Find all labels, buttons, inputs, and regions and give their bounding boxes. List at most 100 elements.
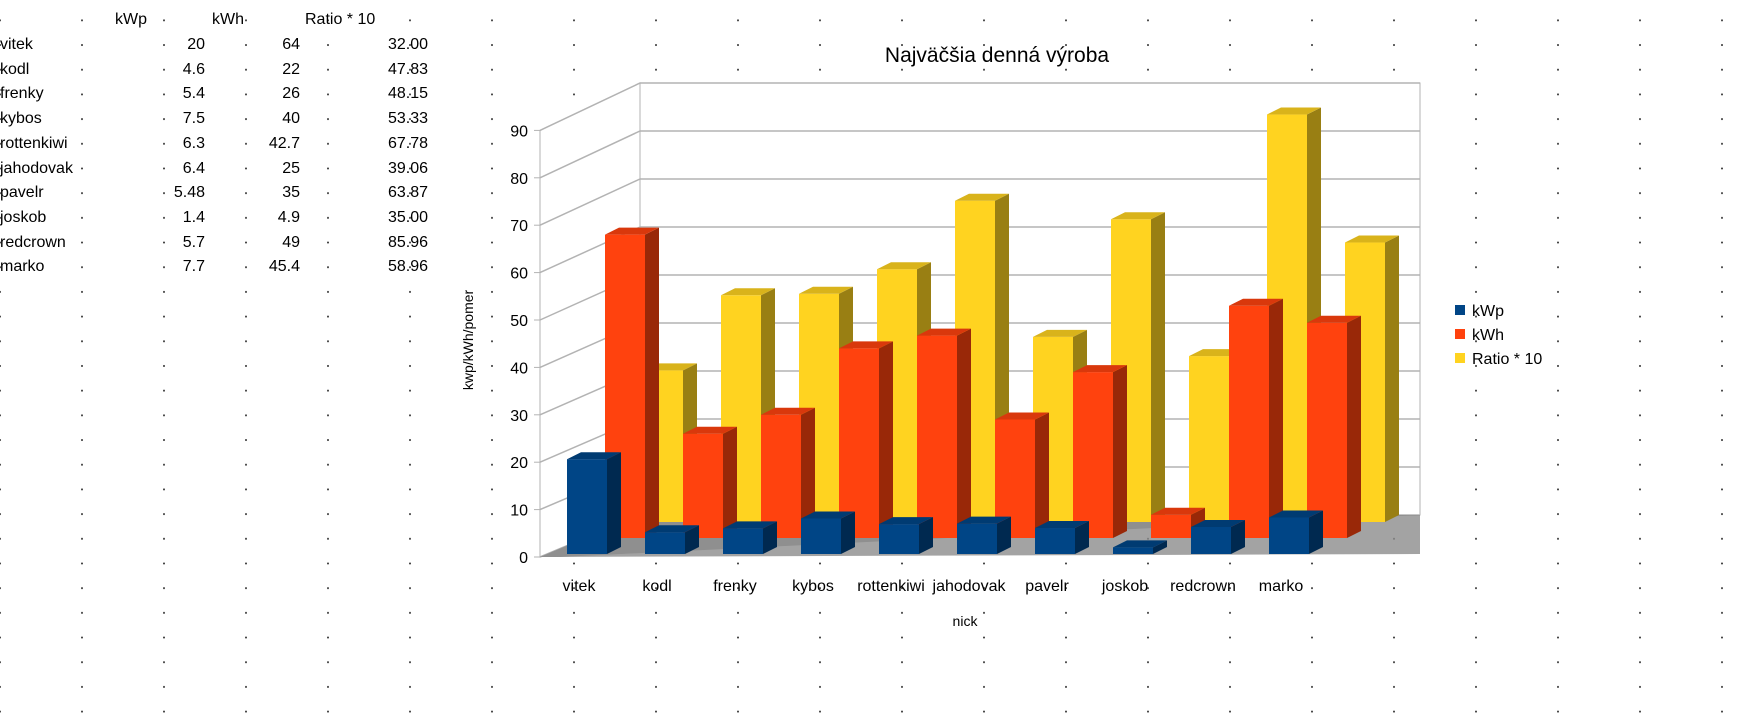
bar-top [1191, 519, 1245, 527]
bar-top [683, 426, 737, 434]
bar-top [801, 511, 855, 519]
bar-front [1229, 305, 1269, 538]
bar-side [1309, 510, 1323, 554]
cell-kwh[interactable]: 49 [282, 233, 300, 251]
bar-side [879, 341, 893, 538]
bar-side [1231, 519, 1245, 554]
cell-nick[interactable]: frenky [0, 85, 44, 103]
cell-kwp[interactable]: 5.48 [173, 184, 205, 202]
cell-ratio[interactable]: 67.78 [387, 134, 428, 152]
gridline [539, 82, 1420, 132]
bar-top [1033, 329, 1087, 337]
cell-kwp[interactable]: 4.6 [182, 60, 205, 78]
bar-kwp-rottenkiwi [879, 517, 933, 554]
header-kwp[interactable]: kWp [115, 11, 147, 28]
bar-front [567, 459, 607, 554]
cell-kwp[interactable]: 7.5 [182, 110, 205, 128]
bar-top [1269, 510, 1323, 518]
x-tick-label: jahodovak [932, 578, 1007, 595]
bar-side [723, 426, 737, 538]
cell-nick[interactable]: redcrown [0, 233, 66, 251]
cell-nick[interactable]: marko [0, 258, 45, 276]
bar-side [1385, 235, 1399, 522]
cell-kwh[interactable]: 64 [282, 36, 300, 53]
cell-ratio[interactable]: 63.87 [387, 184, 428, 202]
cell-kwh[interactable]: 26 [282, 85, 300, 103]
y-tick-label: 50 [510, 313, 528, 330]
x-tick-label: frenky [713, 578, 757, 595]
y-tick-label: 10 [510, 503, 528, 520]
cell-kwh[interactable]: 40 [282, 110, 300, 128]
cell-nick[interactable]: jahodovak [0, 159, 73, 177]
bar-side [1151, 212, 1165, 522]
bar-kwh-pavelr [1073, 365, 1127, 538]
bar-kwh-frenky [761, 407, 815, 538]
bar-kwh-joskob [1151, 507, 1205, 538]
bar-side [607, 452, 621, 554]
bar-side [1035, 412, 1049, 538]
header-kwh[interactable]: kWh [212, 11, 244, 28]
bar-top [723, 521, 777, 529]
cell-kwp[interactable]: 5.4 [182, 85, 205, 103]
cell-nick[interactable]: rottenkiwi [0, 134, 68, 152]
cell-nick[interactable]: kodl [0, 60, 30, 78]
cell-ratio[interactable]: 58.96 [387, 258, 428, 276]
bar-side [763, 521, 777, 554]
cell-ratio[interactable]: 48.15 [387, 85, 428, 103]
bar-top [761, 407, 815, 415]
x-tick-label: rottenkiwi [857, 578, 925, 595]
cell-ratio[interactable]: 32.00 [387, 36, 428, 53]
bar-side [997, 516, 1011, 554]
bar-kwp-jahodovak [957, 516, 1011, 554]
bar-top [1113, 540, 1167, 548]
cell-ratio[interactable]: 85.96 [387, 233, 428, 251]
bar-top [995, 412, 1049, 420]
bar-top [877, 262, 931, 270]
bar-kwp-pavelr [1035, 521, 1089, 554]
bar-kwp-redcrown [1191, 519, 1245, 554]
bar-kwh-redcrown [1229, 298, 1283, 538]
x-tick-label: kodl [642, 578, 671, 595]
cell-kwh[interactable]: 25 [282, 159, 300, 177]
cell-nick[interactable]: pavelr [0, 184, 44, 202]
bar-top [955, 193, 1009, 201]
cell-kwh[interactable]: 42.7 [268, 134, 300, 152]
cell-kwh[interactable]: 22 [282, 60, 300, 78]
bar-top [917, 328, 971, 336]
cell-ratio[interactable]: 47.83 [387, 60, 428, 78]
y-tick-label: 0 [519, 550, 528, 567]
bar-front [723, 528, 763, 554]
bar-side [1347, 315, 1361, 538]
cell-nick[interactable]: kybos [0, 110, 42, 128]
cell-kwp[interactable]: 6.4 [182, 159, 205, 177]
bar-top [879, 517, 933, 525]
header-ratio[interactable]: Ratio * 10 [305, 11, 376, 28]
cell-ratio[interactable]: 35.00 [387, 208, 428, 226]
bar-front [801, 518, 841, 554]
cell-kwp[interactable]: 1.4 [182, 208, 205, 226]
legend-label: Ratio * 10 [1472, 351, 1542, 368]
cell-nick[interactable]: vitek [0, 36, 33, 53]
cell-kwh[interactable]: 45.4 [268, 258, 300, 276]
cell-kwp[interactable]: 20 [187, 36, 205, 53]
bar-front [1035, 528, 1075, 554]
y-tick-label: 60 [510, 266, 528, 283]
y-tick-label: 30 [510, 408, 528, 425]
cell-kwh[interactable]: 35 [282, 184, 300, 202]
gridline [539, 178, 1420, 226]
cell-nick[interactable]: joskob [0, 208, 47, 226]
x-tick-label: marko [1259, 578, 1304, 595]
bar-front [1191, 526, 1231, 554]
bar-front [645, 532, 685, 554]
cell-kwp[interactable]: 7.7 [182, 258, 205, 276]
bar-side [1075, 521, 1089, 554]
cell-ratio[interactable]: 53.33 [387, 110, 428, 128]
bar-front [839, 348, 879, 538]
cell-kwp[interactable]: 5.7 [182, 233, 205, 251]
cell-ratio[interactable]: 39.06 [387, 159, 428, 177]
cell-kwh[interactable]: 4.9 [277, 208, 300, 226]
cell-kwp[interactable]: 6.3 [182, 134, 205, 152]
bar-top [1345, 235, 1399, 243]
bar-top [957, 516, 1011, 524]
